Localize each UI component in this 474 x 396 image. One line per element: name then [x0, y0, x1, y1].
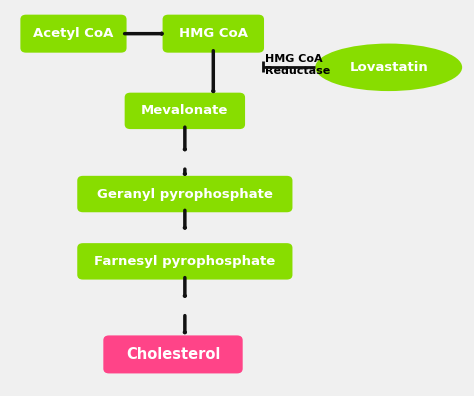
- Ellipse shape: [315, 44, 462, 91]
- Text: HMG CoA
Reductase: HMG CoA Reductase: [265, 54, 331, 76]
- FancyBboxPatch shape: [103, 335, 243, 373]
- FancyBboxPatch shape: [163, 15, 264, 53]
- Text: Mevalonate: Mevalonate: [141, 105, 228, 117]
- Text: Lovastatin: Lovastatin: [349, 61, 428, 74]
- FancyBboxPatch shape: [77, 243, 292, 280]
- Text: HMG CoA: HMG CoA: [179, 27, 248, 40]
- Text: Geranyl pyrophosphate: Geranyl pyrophosphate: [97, 188, 273, 200]
- Text: Cholesterol: Cholesterol: [126, 347, 220, 362]
- FancyBboxPatch shape: [20, 15, 127, 53]
- Text: Acetyl CoA: Acetyl CoA: [33, 27, 114, 40]
- FancyBboxPatch shape: [125, 93, 245, 129]
- Text: Farnesyl pyrophosphate: Farnesyl pyrophosphate: [94, 255, 275, 268]
- FancyBboxPatch shape: [77, 176, 292, 212]
